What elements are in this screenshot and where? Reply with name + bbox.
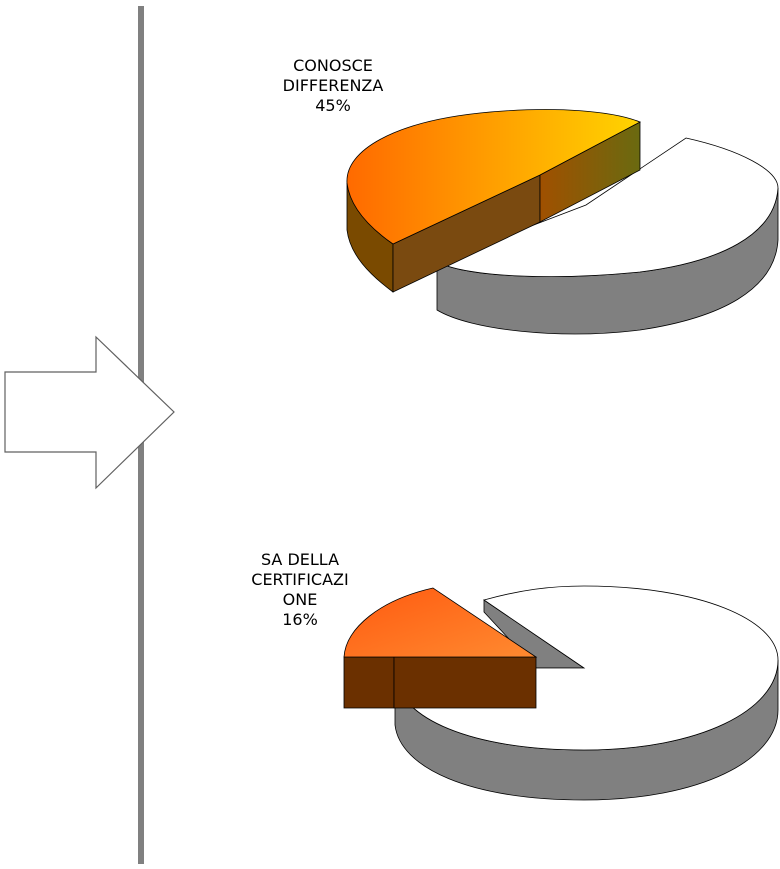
label-line: CERTIFICAZI: [251, 570, 349, 589]
pie-top-slice-label: CONOSCE DIFFERENZA 45%: [258, 56, 408, 116]
pie-bottom-orange-slice: [343, 587, 538, 658]
pie-top-white-slice: [435, 137, 779, 277]
label-line: ONE: [282, 590, 318, 609]
label-line: DIFFERENZA: [282, 76, 384, 95]
label-line: 45%: [315, 96, 351, 115]
pie-top-orange-slice: [346, 109, 641, 245]
pie-bottom-slice-label: SA DELLA CERTIFICAZI ONE 16%: [225, 550, 375, 630]
pie-bottom-orange-side-right: [393, 656, 537, 709]
pie-chart-bottom: [343, 585, 779, 801]
label-line: 16%: [282, 610, 318, 629]
pie-chart-top: [346, 109, 779, 335]
label-line: CONOSCE: [293, 56, 373, 75]
right-arrow-icon: [4, 335, 175, 490]
label-line: SA DELLA: [260, 550, 340, 569]
pie-bottom-orange-side: [343, 656, 395, 709]
